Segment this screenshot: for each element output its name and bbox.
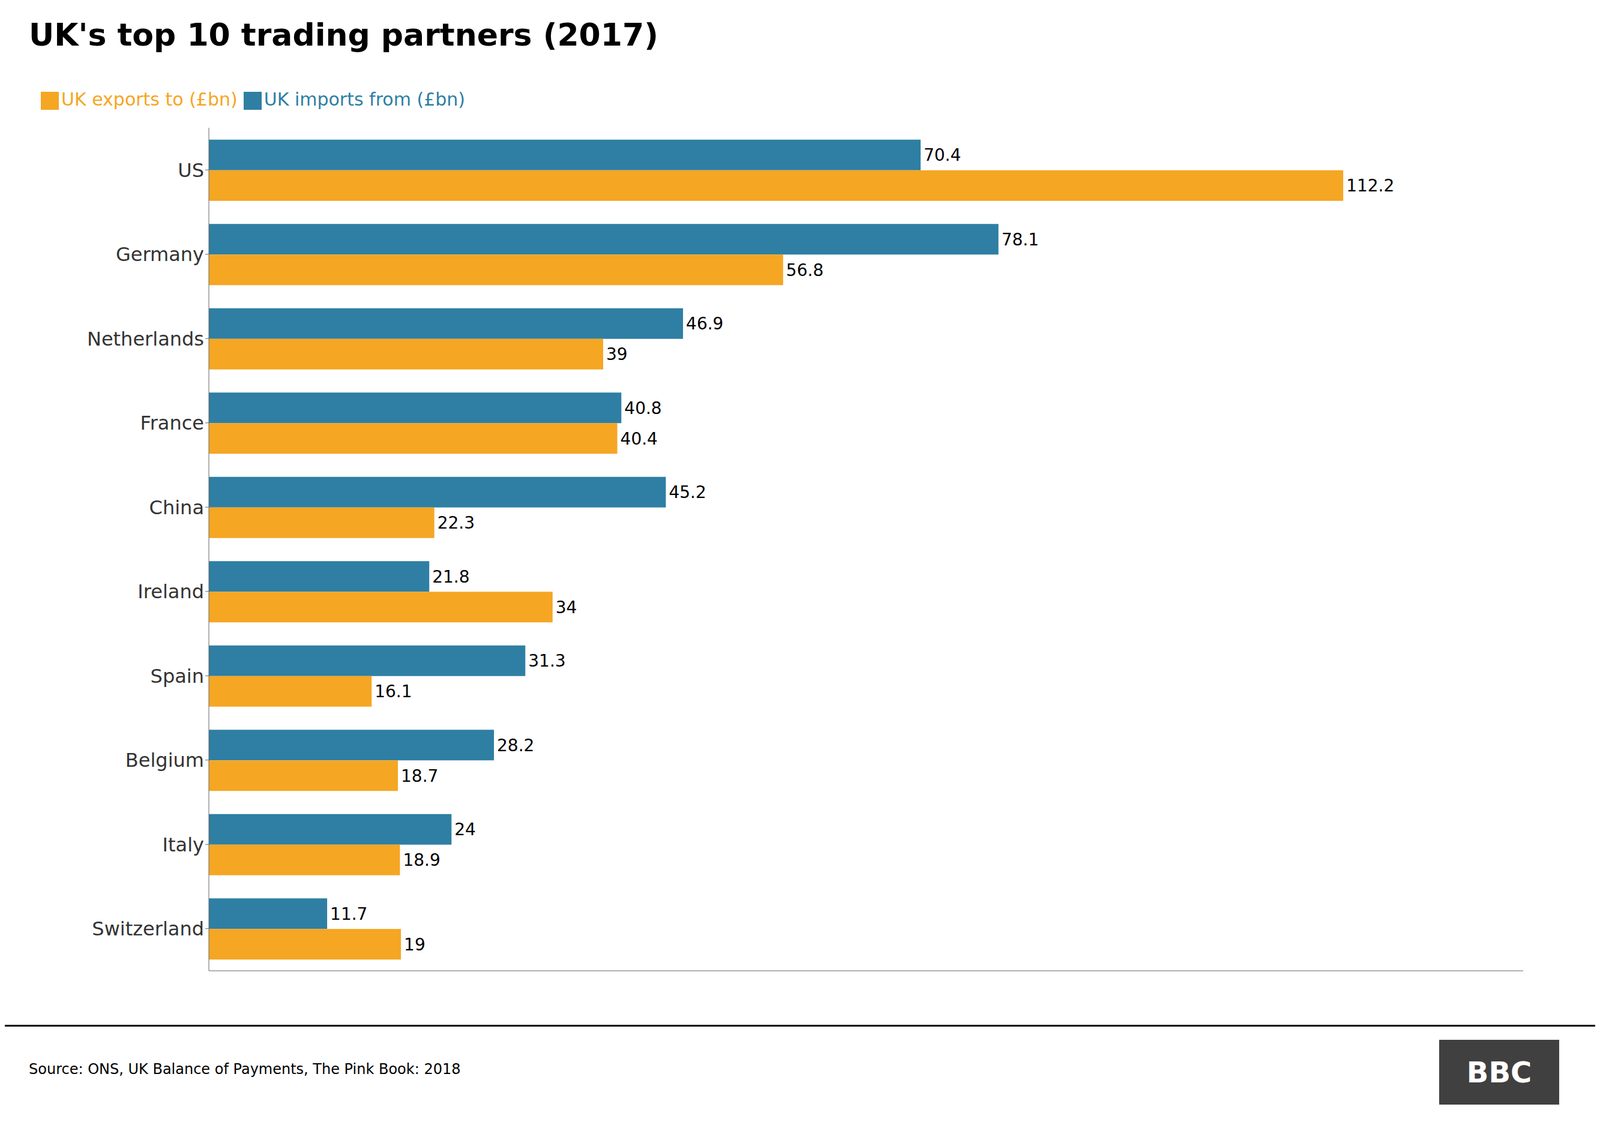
svg-text:21.8: 21.8 bbox=[432, 567, 470, 587]
html-text:UK exports to (£bn): UK exports to (£bn) bbox=[61, 88, 238, 110]
html-text:UK's top 10 trading partners (: UK's top 10 trading partners (2017) bbox=[28, 16, 659, 53]
svg-text:18.9: 18.9 bbox=[402, 850, 440, 871]
svg-text:24: 24 bbox=[454, 819, 476, 840]
svg-text:40.8: 40.8 bbox=[624, 398, 662, 419]
svg-text:39: 39 bbox=[606, 344, 628, 365]
svg-text:China: China bbox=[149, 496, 205, 520]
svg-text:70.4: 70.4 bbox=[923, 145, 961, 166]
svg-text:Ireland: Ireland bbox=[137, 580, 205, 604]
svg-text:34: 34 bbox=[555, 597, 578, 618]
svg-text:22.3: 22.3 bbox=[437, 513, 475, 533]
svg-text:Spain: Spain bbox=[150, 664, 205, 688]
svg-text:16.1: 16.1 bbox=[374, 681, 412, 702]
svg-text:40.4: 40.4 bbox=[620, 429, 658, 449]
svg-text:78.1: 78.1 bbox=[1001, 229, 1039, 250]
svg-text:US: US bbox=[177, 159, 205, 182]
svg-text:46.9: 46.9 bbox=[685, 313, 724, 334]
svg-text:31.3: 31.3 bbox=[528, 651, 566, 671]
svg-text:45.2: 45.2 bbox=[668, 482, 706, 503]
svg-text:56.8: 56.8 bbox=[786, 260, 824, 281]
svg-text:Netherlands: Netherlands bbox=[87, 327, 205, 351]
svg-text:19: 19 bbox=[403, 935, 426, 955]
html-text:UK imports from (£bn): UK imports from (£bn) bbox=[263, 88, 466, 110]
svg-text:France: France bbox=[140, 411, 205, 435]
svg-text:Germany: Germany bbox=[115, 243, 205, 266]
svg-text:Belgium: Belgium bbox=[125, 748, 205, 772]
svg-text:28.2: 28.2 bbox=[496, 735, 535, 756]
svg-text:18.7: 18.7 bbox=[400, 766, 439, 787]
html-text:Source: ONS, UK Balance of Pay: Source: ONS, UK Balance of Payments, The… bbox=[28, 1061, 461, 1078]
svg-text:11.7: 11.7 bbox=[330, 904, 368, 925]
svg-text:Italy: Italy bbox=[162, 833, 205, 857]
html-text:BBC: BBC bbox=[1466, 1055, 1532, 1090]
svg-text:112.2: 112.2 bbox=[1346, 175, 1395, 196]
svg-text:Switzerland: Switzerland bbox=[91, 917, 205, 941]
